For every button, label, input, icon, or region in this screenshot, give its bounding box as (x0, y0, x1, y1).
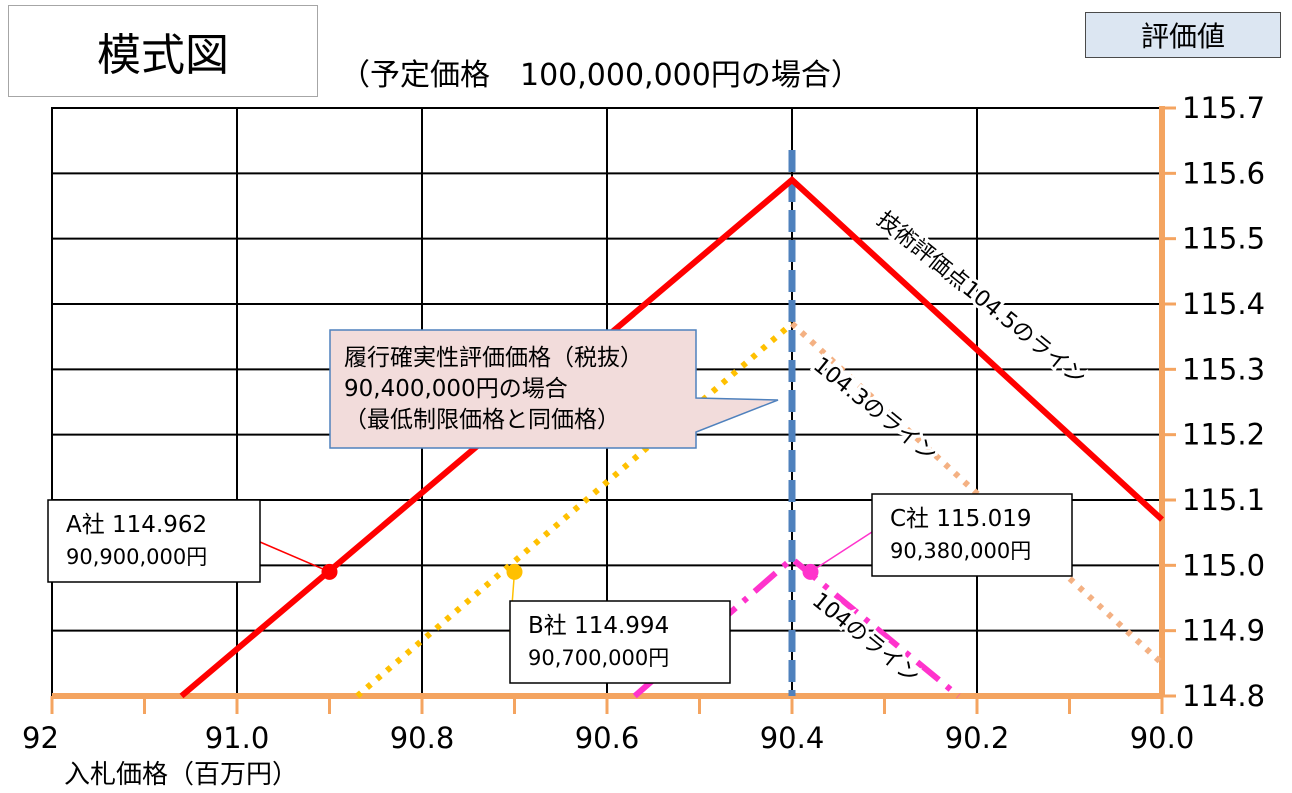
x-tick-label: 90.0 (1130, 721, 1195, 755)
y-tick-label: 114.9 (1182, 614, 1265, 648)
y-tick-label: 115.5 (1182, 222, 1265, 256)
callout-text: 履行確実性評価価格（税抜） (344, 345, 643, 371)
series-label: 技術評価点104.5のライン (872, 207, 1091, 391)
company-price: 90,900,000円 (66, 545, 207, 569)
callout-text: （最低制限価格と同価格） (344, 407, 620, 433)
y-tick-label: 115.3 (1182, 352, 1265, 386)
company-label-box (47, 499, 261, 583)
y-tick-label: 115.6 (1182, 156, 1265, 190)
page-title: 模式図 (8, 5, 318, 97)
leader-line (810, 531, 873, 573)
x-axis-title: 入札価格（百万円） (64, 760, 299, 790)
series-label: 104のライン (807, 588, 924, 689)
y-tick-label: 115.4 (1182, 287, 1265, 321)
x-tick-label: 90.2 (945, 721, 1010, 755)
y-tick-label: 115.0 (1182, 548, 1265, 582)
callout-text: 90,400,000円の場合 (344, 376, 568, 402)
series-line (179, 175, 1165, 699)
y-tick-label: 115.7 (1182, 91, 1265, 125)
data-point-marker (321, 563, 338, 580)
x-tick-label: 90.4 (760, 721, 825, 755)
company-name-score: C社 115.019 (890, 506, 1031, 532)
x-tick-label: 91.0 (205, 721, 270, 755)
data-point-marker (506, 563, 523, 580)
company-name-score: A社 114.962 (66, 512, 207, 538)
x-tick-label: 90.6 (575, 721, 640, 755)
company-price: 90,380,000円 (890, 539, 1031, 563)
chart-subtitle: （予定価格 100,000,000円の場合） (340, 58, 861, 93)
series-line (355, 321, 794, 699)
y-tick-label: 115.1 (1182, 483, 1265, 517)
x-tick-label: 90.8 (390, 721, 455, 755)
company-label-box (871, 493, 1073, 577)
y-axis-title-box: 評価値 (1085, 12, 1281, 58)
company-price: 90,700,000円 (528, 646, 669, 670)
x-tick-label: 92 (22, 721, 59, 755)
y-tick-label: 115.2 (1182, 418, 1265, 452)
callout-box (329, 329, 779, 449)
leader-line (259, 541, 330, 573)
company-label-box (509, 600, 731, 684)
y-tick-label: 114.8 (1182, 679, 1265, 713)
data-point-marker (802, 563, 819, 580)
company-name-score: B社 114.994 (528, 613, 669, 639)
